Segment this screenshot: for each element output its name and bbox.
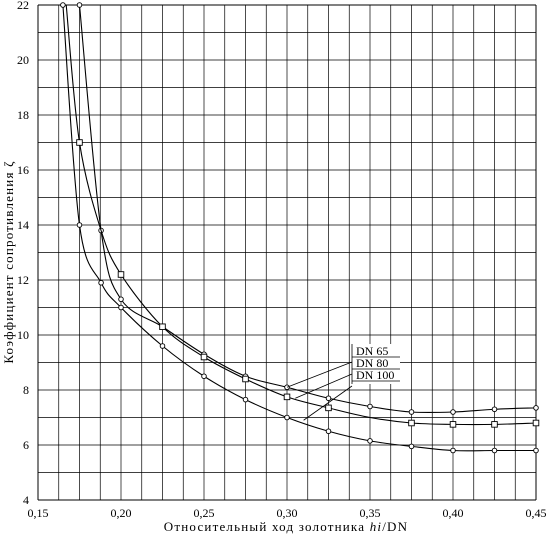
y-tick-label: 12 <box>17 273 29 287</box>
data-point <box>408 409 415 415</box>
tick-labels: 0,15 0,20 0,25 0,30 0,35 0,40 0,45 4 6 8 10 12 14 16 1… <box>17 0 547 520</box>
data-point <box>118 304 124 311</box>
data-point <box>284 414 290 421</box>
data-point <box>118 296 124 303</box>
legend-leader-line <box>286 361 353 388</box>
y-tick-label: 4 <box>23 493 29 507</box>
data-point <box>533 405 539 411</box>
data-point <box>491 406 498 413</box>
data-point <box>60 2 66 8</box>
data-point <box>325 404 332 412</box>
data-point <box>201 373 207 380</box>
y-tick-label: 22 <box>17 0 29 12</box>
data-point <box>242 396 249 403</box>
legend-label: DN 65 <box>356 344 388 358</box>
legend-leader-line <box>295 373 353 399</box>
data-point <box>491 421 498 428</box>
data-point <box>408 443 415 450</box>
y-tick-label: 8 <box>23 383 29 397</box>
data-point <box>533 447 539 454</box>
data-point <box>159 343 166 349</box>
grid <box>37 4 537 501</box>
data-point <box>449 421 457 428</box>
legend-label: DN 80 <box>356 356 388 370</box>
data-point <box>76 2 83 8</box>
data-point <box>283 393 291 401</box>
y-tick-label: 6 <box>23 438 29 452</box>
x-tick-label: 0,20 <box>111 506 132 520</box>
y-tick-label: 16 <box>17 163 29 177</box>
data-point <box>450 447 456 454</box>
data-point <box>450 409 456 415</box>
series-line <box>62 4 536 452</box>
data-point <box>98 280 104 286</box>
data-point <box>491 447 498 454</box>
data-point <box>242 375 249 383</box>
x-tick-label: 0,15 <box>28 506 49 520</box>
series-line <box>65 4 537 426</box>
data-point <box>367 438 373 444</box>
data-point <box>325 428 332 435</box>
x-tick-label: 0,40 <box>443 506 464 520</box>
data-point <box>200 353 208 361</box>
data-point <box>76 222 83 228</box>
y-tick-label: 18 <box>17 108 29 122</box>
data-point <box>408 419 415 427</box>
y-axis-label: Коэффициент сопротивления ζ <box>1 160 16 363</box>
y-tick-label: 14 <box>17 218 29 232</box>
data-point <box>532 419 540 427</box>
data-point <box>367 403 373 410</box>
data-point <box>325 395 332 402</box>
y-tick-label: 20 <box>17 53 29 67</box>
x-tick-label: 0,30 <box>277 506 298 520</box>
data-point <box>76 139 83 146</box>
data-point <box>159 323 166 331</box>
x-axis-label: Относительный ход золотника hi/DN <box>164 519 408 534</box>
x-tick-label: 0,25 <box>194 506 215 520</box>
y-tick-label: 10 <box>17 328 29 342</box>
x-tick-label: 0,35 <box>360 506 381 520</box>
data-series <box>60 2 540 454</box>
x-tick-label: 0,45 <box>526 506 547 520</box>
legend-label: DN 100 <box>356 368 394 382</box>
legend-box <box>352 344 400 384</box>
legend-leader-line <box>303 385 353 421</box>
data-point <box>117 271 125 278</box>
